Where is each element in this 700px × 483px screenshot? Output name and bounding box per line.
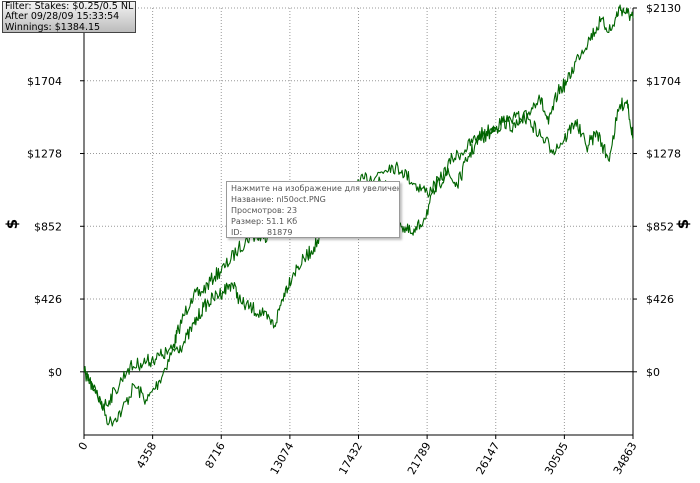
- y-tick-label: $1278: [27, 148, 62, 161]
- tooltip-id-label: ID:: [231, 228, 243, 237]
- filter-info-box: Filter: Stakes: $0.25/0.5 NL After 09/28…: [2, 1, 136, 33]
- y-tick-label-right: $426: [646, 293, 674, 306]
- tooltip-hint: Нажмите на изображение для увеличения: [231, 184, 400, 193]
- tooltip-name: Название: nl50oct.PNG: [231, 195, 326, 204]
- y-tick-label-right: $852: [646, 220, 674, 233]
- filter-label: Filter: Stakes: $0.25/0.5 NL: [5, 1, 134, 12]
- y-axis-left: $0$426$852$1278$1704$2130: [27, 2, 84, 379]
- x-tick-label: 13074: [268, 440, 297, 477]
- image-tooltip: Нажмите на изображение для увеличения На…: [226, 181, 400, 238]
- y-tick-label: $1704: [27, 75, 62, 88]
- x-tick-label: 4358: [134, 440, 159, 471]
- y-axis-right: $0 $426 $852 $1278 $1704 $2130: [633, 2, 681, 379]
- tooltip-size: Размер: 51.1 Кб: [231, 217, 298, 226]
- y-axis-title-right: $: [674, 219, 692, 229]
- y-tick-label: $0: [48, 366, 62, 379]
- tooltip-views: Просмотров: 23: [231, 206, 298, 215]
- series-line-2: [83, 97, 634, 409]
- y-tick-label-right: $1704: [646, 75, 681, 88]
- series-line-1: [83, 4, 634, 427]
- x-tick-label: 26147: [474, 440, 503, 477]
- x-tick-label: 34863: [611, 440, 640, 477]
- x-axis: 0 4358 8716 13074 17432 21789 26147 30505 34863: [76, 435, 640, 477]
- x-tick-label: 8716: [203, 440, 228, 471]
- x-tick-label: 17432: [336, 440, 365, 477]
- y-tick-label-right: $0: [646, 366, 660, 379]
- x-tick-label: 21789: [405, 440, 434, 477]
- y-tick-label-right: $2130: [646, 2, 681, 15]
- y-tick-label: $426: [34, 293, 62, 306]
- tooltip-id-row: ID: 81879: [231, 227, 395, 237]
- x-tick-label: 0: [76, 440, 91, 453]
- x-tick-label: 30505: [542, 440, 571, 477]
- tooltip-id-value: 81879: [267, 228, 293, 237]
- y-tick-label: $852: [34, 220, 62, 233]
- y-axis-title-left: $: [3, 219, 21, 229]
- winnings-label: Winnings: $1384.15: [5, 21, 101, 33]
- y-tick-label-right: $1278: [646, 148, 681, 161]
- after-date-label: After 09/28/09 15:33:54: [5, 11, 120, 23]
